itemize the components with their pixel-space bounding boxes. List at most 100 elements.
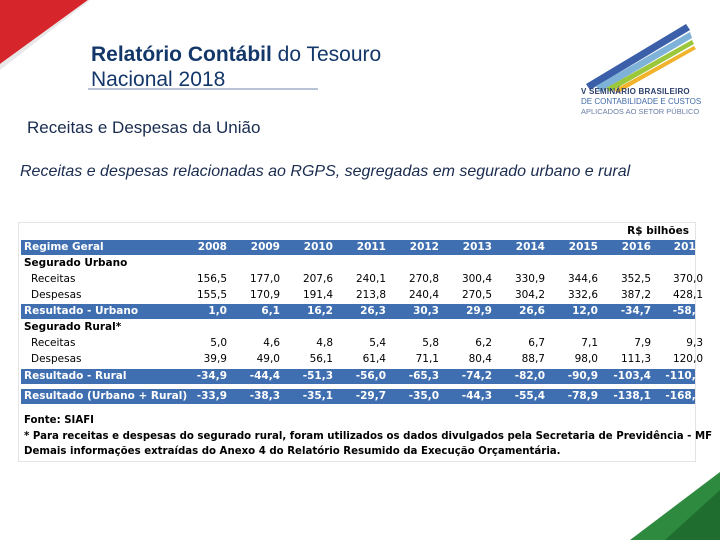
table-cell: 26,6 (519, 305, 545, 317)
table-header-year: 2008 (197, 241, 227, 253)
table-row-label: Resultado (Urbano + Rural) (24, 390, 188, 402)
table-header-year: 2017 (673, 241, 703, 253)
table-header-year: 2013 (462, 241, 492, 253)
title-rest-part: do Tesouro (271, 43, 382, 66)
table-header-year: 2014 (515, 241, 545, 253)
table-cell: 120,0 (672, 353, 703, 365)
table-row: Resultado - Rural -34,9 -44,4 -51,3 -56,0 -65… (21, 369, 703, 384)
table-row-label: Despesas (31, 289, 82, 301)
table-row: Receitas 156,5 177,0 207,6 240,1 270,8 300,4 33… (21, 272, 703, 287)
table-cell: 4,8 (316, 337, 333, 349)
table-row-label: Receitas (31, 337, 76, 349)
table-cell: -29,7 (355, 390, 386, 402)
table-cell: 5,8 (422, 337, 439, 349)
table-footnote: Demais informações extraídas do Anexo 4 … (24, 446, 561, 457)
table-cell: 155,5 (196, 289, 227, 301)
table-header-year: 2015 (568, 241, 598, 253)
table-cell: -55,4 (514, 390, 545, 402)
table-cell: 387,2 (620, 289, 651, 301)
table-cell: 270,5 (461, 289, 492, 301)
logo-line-3: APLICADOS AO SETOR PÚBLICO (581, 107, 700, 116)
seminar-logo-icon (586, 24, 696, 93)
table-cell: 332,6 (567, 289, 598, 301)
table-cell: 30,3 (413, 305, 439, 317)
table-header-year: 2012 (409, 241, 439, 253)
table-cell: 29,9 (466, 305, 492, 317)
table-cell: 5,4 (369, 337, 386, 349)
table-row: Receitas 5,0 4,6 4,8 5,4 5,8 6,2 6,7 7,1 7,9 9,3 (21, 336, 703, 351)
table-cell: -51,3 (302, 370, 333, 382)
table-row: Resultado (Urbano + Rural) -33,9 -38,3 -35,… (21, 389, 703, 404)
table-cell: 304,2 (514, 289, 545, 301)
table-cell: 352,5 (620, 273, 651, 285)
table-header-year: 2009 (250, 241, 280, 253)
table-cell: -90,9 (567, 370, 598, 382)
table-cell: -74,2 (461, 370, 492, 382)
table-cell: 240,1 (355, 273, 386, 285)
logo-line-2: DE CONTABILIDADE E CUSTOS (581, 97, 702, 106)
table-cell: -56,0 (355, 370, 386, 382)
table-cell: 344,6 (567, 273, 598, 285)
table-header-year: 2011 (356, 241, 386, 253)
table-cell: 213,8 (355, 289, 386, 301)
table-cell: 370,0 (672, 273, 703, 285)
table-header-year: 2016 (621, 241, 651, 253)
table-row: Segurado Rural* (21, 320, 695, 335)
table-row-label: Segurado Urbano (24, 257, 128, 269)
table-cell: -82,0 (514, 370, 545, 382)
table-cell: 6,1 (261, 305, 280, 317)
table-cell: 156,5 (196, 273, 227, 285)
table-row: Despesas 39,9 49,0 56,1 61,4 71,1 80,4 88,7 98,0… (21, 352, 703, 367)
table-cell: 207,6 (302, 273, 333, 285)
table-cell: 4,6 (263, 337, 280, 349)
table-cell: -138,1 (613, 390, 651, 402)
table-unit-label: R$ bilhões (627, 225, 689, 237)
table-cell: 111,3 (620, 353, 651, 365)
table-cell: -65,3 (408, 370, 439, 382)
logo-line-1: V SEMINÁRIO BRASILEIRO (581, 87, 690, 96)
table-cell: -168,8 (665, 390, 703, 402)
table-cell: -78,9 (567, 390, 598, 402)
table-cell: 330,9 (514, 273, 545, 285)
table-cell: 6,7 (528, 337, 545, 349)
table-cell: 428,1 (672, 289, 703, 301)
section-description: Receitas e despesas relacionadas ao RGPS… (20, 163, 631, 180)
table-cell: 98,0 (574, 353, 598, 365)
table-cell: -44,3 (461, 390, 492, 402)
table-cell: 80,4 (468, 353, 492, 365)
table-row-label: Despesas (31, 353, 82, 365)
table-header-year: 2010 (303, 241, 333, 253)
table-cell: -35,1 (302, 390, 333, 402)
table-cell: 6,2 (475, 337, 492, 349)
table-cell: 71,1 (415, 353, 439, 365)
table-row-label: Resultado - Rural (24, 370, 127, 382)
table-cell: 16,2 (307, 305, 333, 317)
table-cell: 12,0 (572, 305, 598, 317)
table-cell: 9,3 (686, 337, 703, 349)
table-cell: -34,7 (620, 305, 651, 317)
table-cell: 7,9 (634, 337, 651, 349)
table-cell: 170,9 (249, 289, 280, 301)
table-cell: -35,0 (408, 390, 439, 402)
table-row-label: Receitas (31, 273, 76, 285)
title-bold-part: Relatório Contábil (91, 43, 272, 66)
page-title: Relatório Contábil do Tesouro Nacional 2… (91, 42, 381, 92)
table-cell: 61,4 (362, 353, 386, 365)
section-subtitle: Receitas e Despesas da União (27, 118, 261, 137)
table-cell: 270,8 (408, 273, 439, 285)
table-row-label: Resultado - Urbano (24, 305, 139, 317)
table-cell: -110,7 (665, 370, 703, 382)
table-cell: -34,9 (196, 370, 227, 382)
table-cell: 1,0 (208, 305, 227, 317)
table-cell: 191,4 (302, 289, 333, 301)
table-cell: 56,1 (309, 353, 333, 365)
table-cell: 240,4 (408, 289, 439, 301)
table-cell: 5,0 (210, 337, 227, 349)
table-footnote: Fonte: SIAFI (24, 415, 94, 426)
rgps-table: R$ bilhões Regime Geral 2008 2009 2010 2011 2… (18, 222, 712, 462)
table-cell: 88,7 (521, 353, 545, 365)
table-header-row: Regime Geral 2008 2009 2010 2011 2012 2013 2014… (21, 240, 703, 255)
table-row: Despesas 155,5 170,9 191,4 213,8 240,4 270,5 30… (21, 288, 703, 303)
table-cell: 7,1 (581, 337, 598, 349)
table-cell: 49,0 (256, 353, 280, 365)
